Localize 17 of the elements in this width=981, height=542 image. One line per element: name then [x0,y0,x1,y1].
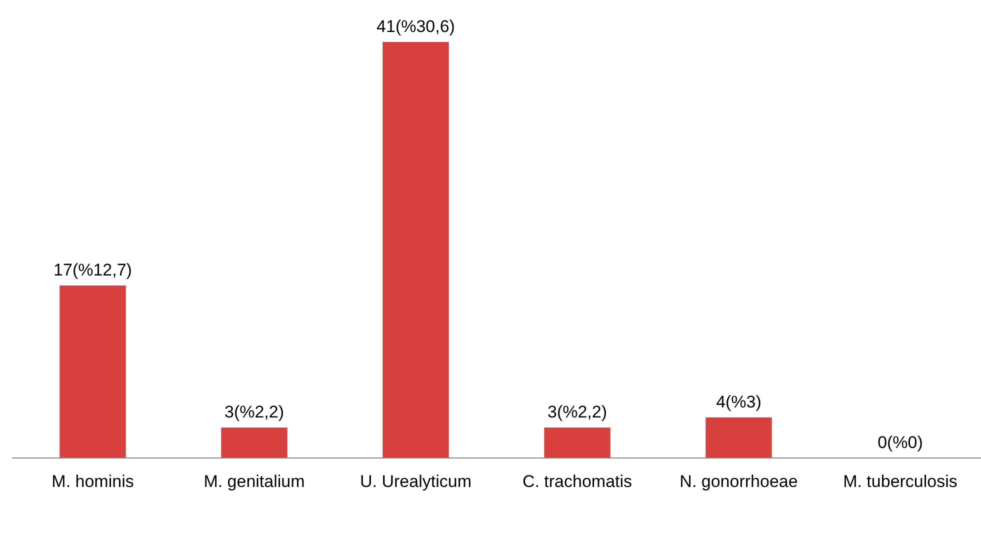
x-tick-label: M. hominis [52,472,134,491]
bar [382,42,449,458]
bar [706,417,772,458]
data-label: 3(%2,2) [547,402,608,422]
data-label: 41(%30,6) [376,17,455,36]
x-tick-label: N. gonorrhoeae [680,472,798,491]
data-label: 0(%0) [878,433,923,452]
bar [544,428,610,458]
data-label: 4(%3) [716,392,762,412]
bar [221,428,288,458]
data-label: 3(%2,2) [224,402,284,422]
x-tick-label: M. genitalium [204,472,305,491]
x-tick-label: U. Urealyticum [360,472,472,491]
bar [60,286,126,458]
x-tick-label: M. tuberculosis [843,472,958,491]
x-tick-label: C. trachomatis [522,472,632,491]
data-label: 17(%12,7) [54,260,132,280]
